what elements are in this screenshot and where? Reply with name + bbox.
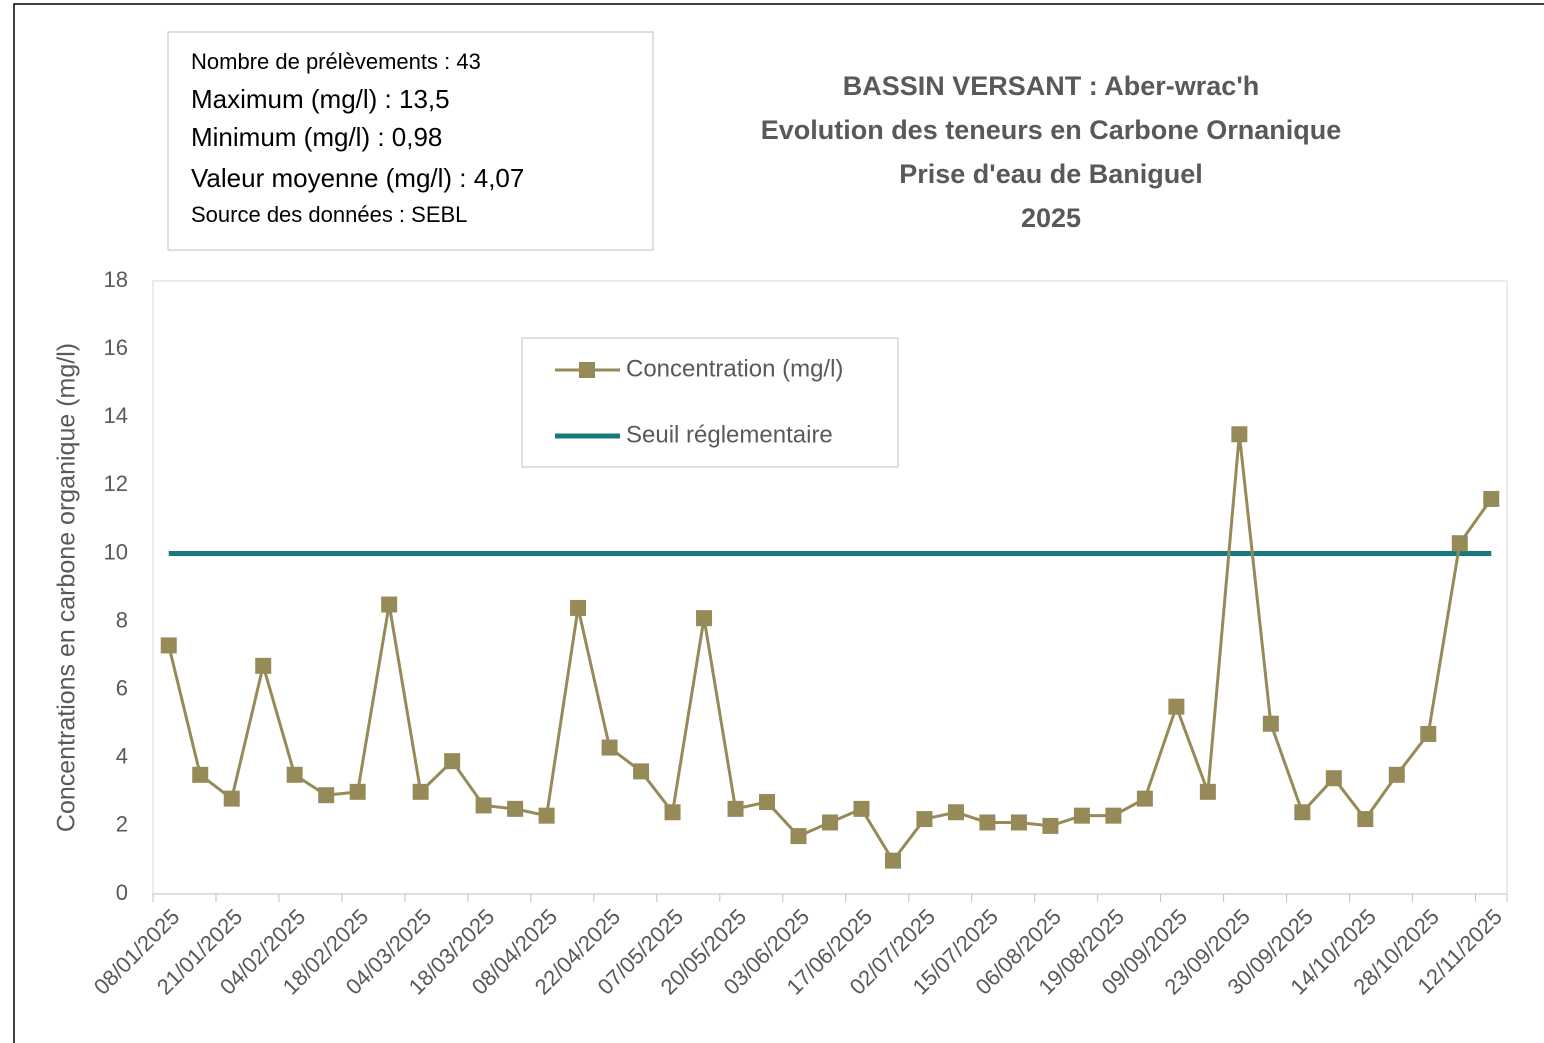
- info-line: Valeur moyenne (mg/l) : 4,07: [191, 163, 524, 193]
- marker: [1105, 807, 1122, 824]
- marker: [1136, 790, 1153, 807]
- chart-title: BASSIN VERSANT : Aber-wrac'h: [843, 71, 1259, 101]
- marker: [255, 657, 272, 674]
- legend-box: [521, 337, 899, 468]
- chart-title: Evolution des teneurs en Carbone Ornaniq…: [761, 115, 1342, 145]
- marker: [1231, 426, 1248, 443]
- marker: [318, 787, 335, 804]
- marker: [1294, 804, 1311, 821]
- marker: [507, 800, 524, 817]
- marker: [759, 794, 776, 811]
- info-line: Minimum (mg/l) : 0,98: [191, 122, 442, 152]
- y-tick-label: 4: [116, 744, 128, 769]
- marker: [822, 814, 838, 831]
- marker: [1073, 807, 1090, 824]
- chart-title: 2025: [1021, 203, 1081, 233]
- marker: [1010, 814, 1027, 831]
- marker: [381, 596, 398, 613]
- y-tick-label: 8: [116, 607, 128, 632]
- info-line: Nombre de prélèvements : 43: [191, 49, 481, 74]
- marker: [1388, 766, 1405, 783]
- marker: [727, 800, 744, 817]
- marker: [947, 804, 964, 821]
- marker: [1042, 817, 1059, 834]
- marker: [538, 807, 555, 824]
- y-tick-label: 14: [104, 403, 128, 428]
- marker: [412, 783, 429, 800]
- marker: [1357, 811, 1374, 828]
- marker: [1199, 783, 1216, 800]
- marker: [1168, 698, 1185, 715]
- marker: [790, 828, 807, 845]
- legend-marker: [579, 362, 595, 378]
- info-line: Maximum (mg/l) : 13,5: [191, 84, 450, 114]
- marker: [1483, 490, 1500, 507]
- marker: [916, 811, 933, 828]
- marker: [979, 814, 996, 831]
- info-box: [167, 31, 654, 251]
- y-tick-label: 16: [104, 335, 128, 360]
- marker: [349, 783, 366, 800]
- marker: [444, 753, 461, 770]
- marker: [696, 610, 713, 627]
- marker: [853, 800, 870, 817]
- marker: [884, 852, 901, 869]
- marker: [1420, 725, 1437, 742]
- marker: [475, 797, 492, 814]
- marker: [160, 637, 177, 654]
- marker: [601, 739, 618, 756]
- marker: [286, 766, 303, 783]
- y-tick-label: 12: [104, 471, 128, 496]
- legend-label: Concentration (mg/l): [626, 355, 843, 382]
- y-tick-label: 0: [116, 880, 128, 905]
- marker: [1451, 535, 1468, 552]
- legend-label: Seuil réglementaire: [626, 421, 833, 448]
- marker: [570, 599, 587, 616]
- y-axis-label: Concentrations en carbone organique (mg/…: [53, 343, 81, 832]
- marker: [664, 804, 681, 821]
- info-line: Source des données : SEBL: [191, 202, 467, 227]
- y-tick-label: 6: [116, 675, 128, 700]
- y-tick-label: 2: [116, 812, 128, 837]
- y-tick-label: 18: [104, 267, 128, 292]
- chart-title: Prise d'eau de Baniguel: [899, 159, 1203, 189]
- marker: [192, 766, 209, 783]
- marker: [1262, 715, 1279, 732]
- marker: [223, 790, 240, 807]
- y-tick-label: 10: [104, 539, 128, 564]
- marker: [633, 763, 650, 780]
- marker: [1325, 770, 1342, 787]
